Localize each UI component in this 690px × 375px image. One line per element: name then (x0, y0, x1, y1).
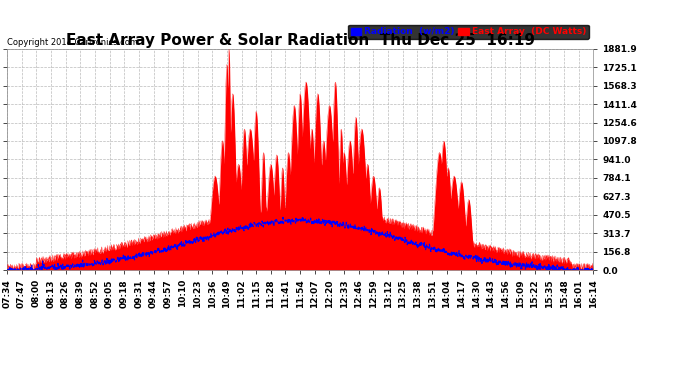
Legend: Radiation  (w/m2), East Array  (DC Watts): Radiation (w/m2), East Array (DC Watts) (348, 24, 589, 39)
Text: Copyright 2014 Cartronics.com: Copyright 2014 Cartronics.com (7, 38, 138, 46)
Title: East Array Power & Solar Radiation  Thu Dec 25  16:19: East Array Power & Solar Radiation Thu D… (66, 33, 535, 48)
